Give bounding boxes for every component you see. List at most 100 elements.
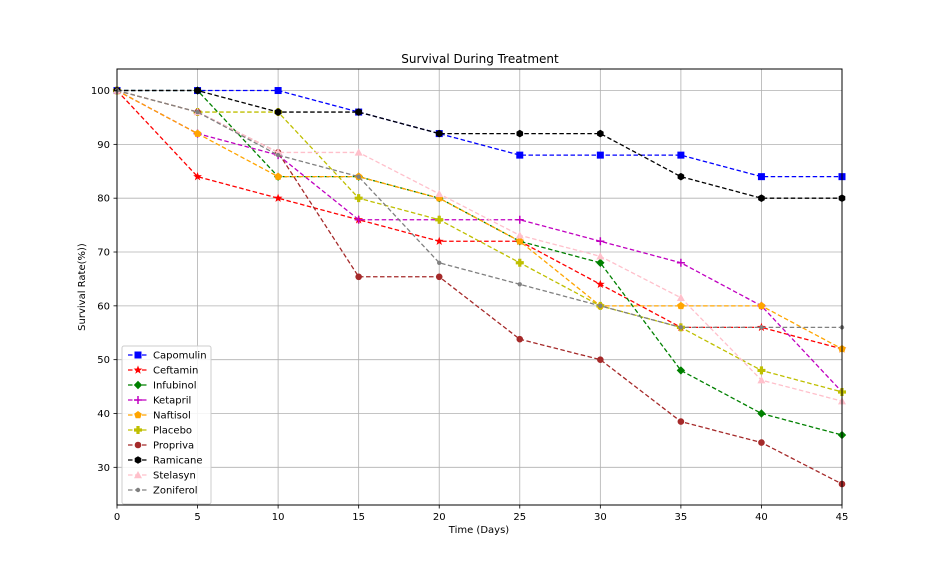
data-point-capomulin bbox=[516, 151, 524, 159]
x-tick-label: 30 bbox=[594, 512, 607, 523]
data-point-stelasyn bbox=[435, 189, 444, 198]
x-tick-label: 20 bbox=[433, 512, 446, 523]
y-tick-label: 80 bbox=[97, 194, 110, 205]
x-axis-ticks: 0 5 10 15 20 25 30 35 40 45 bbox=[114, 505, 849, 523]
x-tick-label: 45 bbox=[836, 512, 849, 523]
y-tick-label: 30 bbox=[97, 463, 110, 474]
data-point-zoniferol bbox=[598, 303, 603, 309]
data-point-capomulin bbox=[757, 173, 765, 181]
x-tick-label: 40 bbox=[755, 512, 768, 523]
data-point-ramicane bbox=[194, 86, 201, 95]
data-point-placebo bbox=[354, 194, 363, 203]
x-tick-label: 35 bbox=[675, 512, 688, 523]
series-line-naftisol bbox=[116, 89, 843, 350]
series-line-ketapril bbox=[116, 89, 843, 393]
data-point-capomulin bbox=[596, 151, 604, 159]
data-point-propriva bbox=[677, 418, 685, 425]
legend-marker-ceftamin bbox=[133, 365, 143, 374]
legend-label-naftisol: Naftisol bbox=[153, 411, 191, 422]
legend-item-capomulin: Capomulin bbox=[128, 351, 207, 362]
data-point-propriva bbox=[355, 273, 362, 281]
data-point-naftisol bbox=[515, 237, 524, 245]
x-tick-label: 0 bbox=[114, 512, 120, 523]
data-point-infubinol bbox=[596, 258, 605, 267]
data-point-ceftamin bbox=[595, 279, 605, 289]
legend-marker-zoniferol bbox=[135, 487, 141, 493]
data-point-zoniferol bbox=[517, 282, 522, 287]
data-point-naftisol bbox=[193, 129, 202, 137]
legend-marker-placebo bbox=[134, 426, 142, 434]
data-point-infubinol bbox=[757, 409, 766, 418]
data-point-zoniferol bbox=[356, 174, 361, 179]
legend-label-ramicane: Ramicane bbox=[153, 456, 203, 467]
data-point-placebo bbox=[757, 366, 766, 375]
data-point-propriva bbox=[758, 439, 765, 446]
series-line-capomulin bbox=[117, 89, 842, 178]
data-point-ramicane bbox=[677, 172, 685, 181]
plot-area-frame bbox=[116, 68, 843, 506]
series-line-ramicane bbox=[117, 89, 842, 199]
data-point-zoniferol bbox=[437, 260, 442, 265]
legend-label-capomulin: Capomulin bbox=[153, 351, 207, 362]
data-point-zoniferol bbox=[678, 325, 684, 330]
data-point-ramicane bbox=[597, 129, 604, 138]
legend-marker-capomulin bbox=[134, 351, 142, 359]
legend-label-infubinol: Infubinol bbox=[153, 381, 197, 392]
y-tick-label: 40 bbox=[97, 409, 110, 420]
data-point-propriva bbox=[597, 356, 604, 363]
legend-item-ketapril: Ketapril bbox=[128, 396, 191, 407]
data-point-ramicane bbox=[274, 108, 282, 116]
data-point-naftisol bbox=[274, 172, 282, 180]
series-layer bbox=[112, 85, 847, 488]
y-axis-ticks: 30 40 50 60 70 80 90 100 bbox=[91, 86, 117, 474]
y-tick-label: 70 bbox=[97, 248, 110, 259]
data-point-ketapril bbox=[596, 237, 605, 246]
data-point-stelasyn bbox=[596, 252, 605, 260]
data-point-propriva bbox=[516, 335, 524, 343]
y-tick-label: 60 bbox=[97, 301, 110, 312]
data-point-naftisol bbox=[677, 301, 685, 310]
legend-item-ceftamin: Ceftamin bbox=[128, 365, 198, 377]
x-tick-label: 5 bbox=[194, 512, 200, 523]
data-point-stelasyn bbox=[757, 376, 766, 384]
data-point-naftisol bbox=[757, 301, 766, 310]
data-point-ceftamin bbox=[273, 193, 283, 202]
series-line-stelasyn bbox=[116, 89, 843, 402]
data-point-ketapril bbox=[354, 215, 363, 224]
data-point-capomulin bbox=[274, 87, 282, 95]
data-point-ketapril bbox=[515, 215, 524, 224]
data-point-placebo bbox=[515, 258, 524, 267]
series-line-ceftamin bbox=[116, 90, 843, 350]
legend-marker-ketapril bbox=[134, 396, 142, 404]
y-tick-label: 90 bbox=[97, 140, 110, 151]
legend-label-placebo: Placebo bbox=[153, 426, 192, 437]
y-tick-label: 100 bbox=[91, 86, 110, 97]
legend-marker-propriva bbox=[134, 441, 142, 449]
data-point-ramicane bbox=[758, 194, 765, 202]
legend-item-ramicane: Ramicane bbox=[128, 456, 203, 467]
legend-label-ceftamin: Ceftamin bbox=[153, 366, 198, 377]
data-point-stelasyn bbox=[354, 148, 363, 156]
y-axis-label: Survival Rate(%)) bbox=[77, 243, 88, 331]
data-point-infubinol bbox=[676, 366, 686, 375]
data-point-placebo bbox=[435, 215, 444, 224]
x-tick-label: 15 bbox=[352, 512, 365, 523]
data-point-zoniferol bbox=[275, 152, 281, 158]
legend-item-zoniferol: Zoniferol bbox=[128, 486, 198, 497]
data-point-propriva bbox=[435, 273, 443, 281]
x-tick-label: 25 bbox=[513, 512, 526, 523]
data-point-ceftamin bbox=[434, 236, 444, 245]
y-tick-label: 50 bbox=[97, 355, 110, 366]
data-point-capomulin bbox=[677, 151, 685, 159]
data-point-zoniferol bbox=[759, 325, 764, 330]
legend-item-infubinol: Infubinol bbox=[128, 381, 197, 392]
legend-marker-naftisol bbox=[134, 411, 142, 419]
legend-label-zoniferol: Zoniferol bbox=[153, 486, 198, 497]
data-point-zoniferol bbox=[195, 109, 200, 115]
data-point-ramicane bbox=[355, 108, 362, 116]
legend-label-stelasyn: Stelasyn bbox=[153, 471, 196, 482]
legend-marker-infubinol bbox=[133, 380, 143, 390]
legend-item-placebo: Placebo bbox=[128, 426, 192, 437]
data-point-stelasyn bbox=[676, 293, 685, 301]
legend-item-propriva: Propriva bbox=[128, 441, 194, 452]
